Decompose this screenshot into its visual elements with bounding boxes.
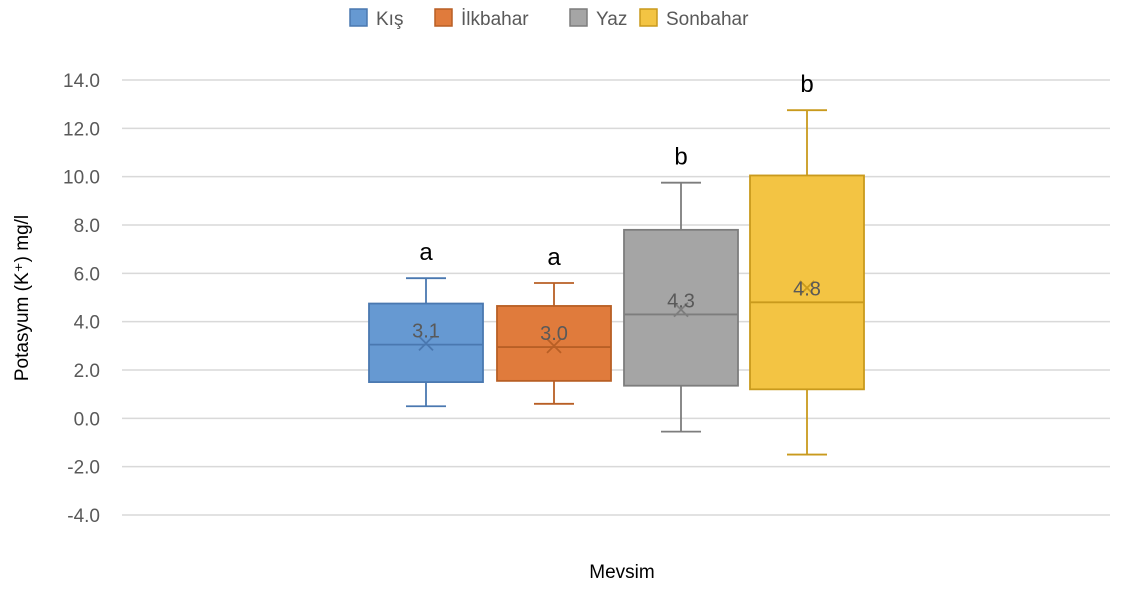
legend-label: Sonbahar: [666, 9, 749, 30]
significance-letter: b: [800, 71, 813, 98]
median-label: 4.8: [793, 278, 821, 300]
legend-swatch: [639, 8, 658, 27]
mean-marker: [799, 280, 815, 296]
mean-marker: [673, 301, 689, 318]
y-axis-ticks: 14.0 12.0 10.0 8.0 6.0 4.0 2.0 0.0 -2.0 -4.0: [63, 71, 100, 527]
significance-letter: b: [674, 144, 687, 171]
box-2: 3.0 a: [496, 244, 612, 405]
mean-marker: [546, 338, 562, 354]
y-tick-label: 8.0: [74, 216, 100, 237]
y-tick-label: 0.0: [74, 409, 100, 430]
median-label: 3.0: [540, 323, 568, 345]
y-tick-label: 10.0: [63, 168, 100, 189]
boxes: 3.1 a 3.0 a 4.3 b 4.8 b: [368, 71, 865, 456]
box-iqr: [496, 305, 612, 382]
box-4: 4.8 b: [749, 71, 865, 456]
median-label: 4.3: [667, 290, 695, 312]
y-tick-label: 6.0: [74, 264, 100, 285]
significance-letter: a: [547, 244, 561, 271]
legend-swatch: [434, 8, 453, 27]
mean-marker: [418, 335, 434, 352]
y-tick-label: -2.0: [67, 458, 100, 479]
box-iqr: [749, 174, 865, 391]
box-3: 4.3 b: [623, 144, 739, 433]
gridlines: [122, 79, 1110, 516]
legend-swatch: [349, 8, 368, 27]
significance-letter: a: [419, 239, 433, 266]
x-axis-label: Mevsim: [589, 562, 654, 583]
legend-swatch: [569, 8, 588, 27]
y-axis-label: Potasyum (K⁺) mg/l: [12, 215, 33, 381]
box-iqr: [623, 228, 739, 387]
y-tick-label: 14.0: [63, 71, 100, 92]
box-1: 3.1 a: [368, 239, 484, 408]
y-tick-label: -4.0: [67, 506, 100, 527]
legend: Kış İlkbahar Yaz Sonbahar: [349, 8, 749, 30]
y-tick-label: 2.0: [74, 361, 100, 382]
median-label: 3.1: [412, 321, 440, 343]
y-tick-label: 4.0: [74, 313, 100, 334]
legend-label: İlkbahar: [461, 9, 529, 30]
legend-label: Yaz: [596, 9, 627, 30]
y-tick-label: 12.0: [63, 119, 100, 140]
legend-label: Kış: [376, 9, 403, 30]
